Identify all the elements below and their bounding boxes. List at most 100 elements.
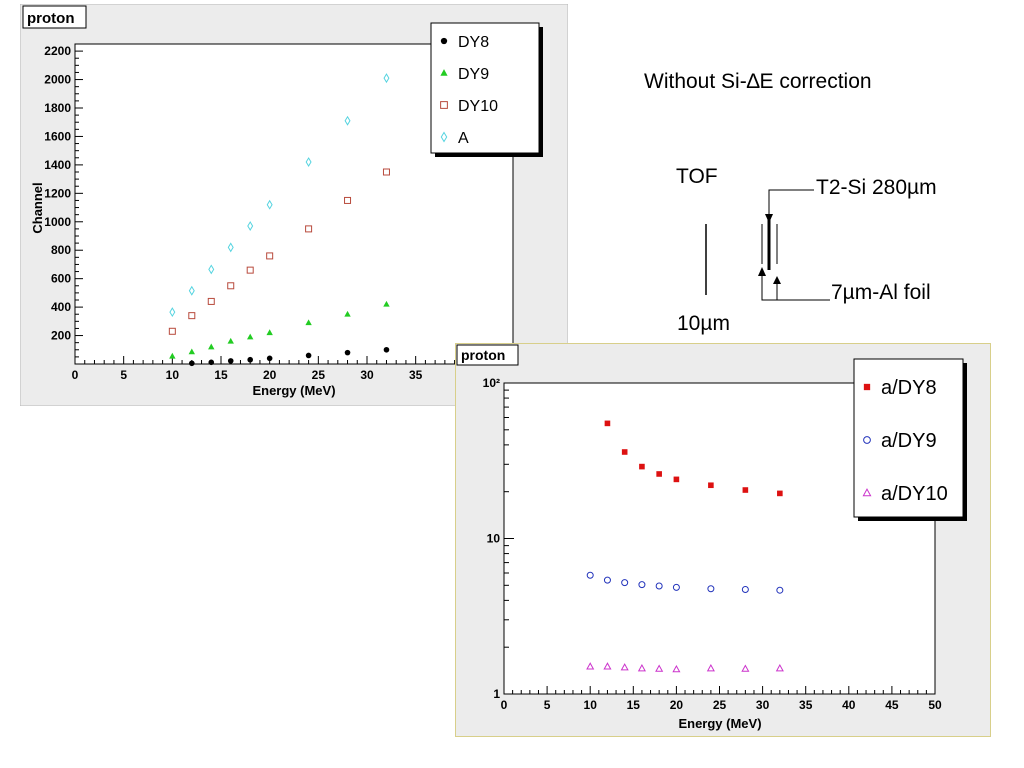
data-point: [305, 157, 312, 168]
data-point: [246, 266, 254, 274]
data-point: [708, 482, 714, 489]
legend-box: [853, 358, 964, 518]
data-point: [207, 297, 215, 305]
x-tick-label: 5: [120, 368, 127, 382]
data-point: [706, 664, 715, 672]
data-point: [775, 664, 784, 672]
data-point: [638, 581, 646, 589]
data-point: [344, 310, 351, 317]
y-tick-label: 400: [51, 300, 71, 314]
x-axis-label: Energy (MeV): [252, 383, 335, 398]
data-point: [383, 300, 390, 307]
series-a-dy8: [604, 420, 783, 497]
data-point: [655, 664, 664, 672]
y-tick-label: 1800: [44, 101, 71, 115]
channel-chart-panel: proton0510152025303540200400600800100012…: [19, 3, 569, 407]
data-point: [603, 576, 611, 584]
x-tick-label: 20: [670, 698, 684, 712]
data-point: [305, 352, 312, 359]
y-tick-label: 600: [51, 272, 71, 286]
data-point: [305, 225, 313, 233]
data-point: [247, 221, 254, 232]
correction-heading: Without Si-∆E correction: [644, 70, 872, 93]
x-tick-label: 0: [501, 698, 508, 712]
data-point: [169, 307, 176, 318]
data-point: [266, 329, 273, 336]
al-foil-arrowhead-left: [758, 267, 766, 276]
data-point: [586, 662, 595, 670]
data-point: [227, 282, 235, 290]
data-point: [208, 343, 215, 350]
legend-marker: [440, 101, 448, 109]
data-point: [637, 664, 646, 672]
data-point: [620, 663, 629, 671]
ratio-chart-panel: proton 0 5 10 15 20 25 30 35 40 45 50 1 10 10² Energy (…: [454, 342, 992, 738]
legend-label: a/DY9: [881, 430, 937, 452]
ratio-chart: proton 0 5 10 15 20 25 30 35 40 45 50 1 10 10² Energy (…: [454, 342, 992, 738]
series-a-dy9: [586, 571, 784, 594]
legend: a/DY8 a/DY9 a/DY10: [853, 358, 967, 521]
data-point: [776, 586, 784, 594]
data-point: [208, 264, 215, 275]
series-a: [169, 73, 390, 318]
data-point: [742, 487, 749, 493]
x-tick-label: 30: [756, 698, 770, 712]
data-point: [266, 252, 274, 260]
data-point: [777, 490, 783, 497]
x-tick-label: 25: [713, 698, 727, 712]
y-tick-label: 1200: [44, 186, 71, 200]
al-foil-arrowhead-right: [773, 276, 781, 284]
data-point: [344, 196, 352, 204]
y-tick-label: 2000: [44, 73, 71, 87]
legend-label: a/DY10: [881, 483, 948, 505]
legend-label: DY8: [458, 34, 489, 51]
data-point: [741, 664, 750, 672]
data-point: [168, 327, 176, 335]
data-point: [741, 585, 749, 593]
chart-title-box: proton: [22, 5, 87, 29]
series-dy10: [168, 168, 390, 335]
legend-box: [430, 22, 540, 154]
series-dy9: [169, 300, 390, 359]
y-tick-label: 200: [51, 329, 71, 343]
legend-marker: [440, 131, 448, 143]
data-point: [672, 664, 681, 673]
y-tick-label: 1: [493, 687, 500, 701]
x-tick-label: 10: [584, 698, 598, 712]
x-tick-label: 20: [263, 368, 277, 382]
data-point: [639, 463, 645, 470]
y-tick-label: 10²: [483, 376, 500, 390]
data-point: [672, 583, 680, 591]
al-foil-pointer: [761, 272, 830, 301]
legend-marker: [862, 488, 872, 497]
x-tick-label: 35: [799, 698, 813, 712]
x-tick-label: 40: [842, 698, 856, 712]
y-tick-label: 1600: [44, 129, 71, 143]
channel-chart: proton0510152025303540200400600800100012…: [19, 3, 569, 407]
y-tick-label: 800: [51, 243, 71, 257]
al-foil-label: 7µm-Al foil: [831, 281, 931, 304]
x-tick-label: 15: [214, 368, 228, 382]
data-point: [344, 115, 351, 126]
t2si-pointer: [768, 189, 814, 218]
y-tick-label: 1000: [44, 215, 71, 229]
data-point: [227, 358, 234, 364]
data-point: [344, 349, 351, 356]
data-point: [305, 319, 312, 326]
data-point: [673, 476, 680, 483]
series-a-dy10: [586, 662, 784, 673]
data-point: [227, 242, 234, 253]
legend-marker: [863, 436, 871, 444]
data-point: [621, 579, 629, 587]
x-tick-label: 45: [885, 698, 899, 712]
data-point: [621, 449, 628, 455]
data-point: [247, 333, 254, 340]
x-tick-label: 5: [544, 698, 551, 712]
legend-marker: [863, 383, 871, 391]
data-point: [707, 585, 715, 593]
data-point: [586, 571, 594, 579]
y-tick-label: 2200: [44, 44, 71, 58]
data-point: [247, 356, 253, 363]
data-point: [266, 355, 273, 362]
x-tick-label: 50: [928, 698, 942, 712]
